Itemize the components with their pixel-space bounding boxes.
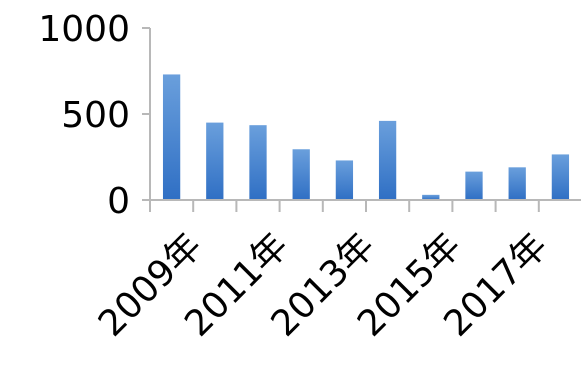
bar-2013年 — [335, 160, 354, 200]
bar-2018年 — [551, 154, 570, 200]
y-tick-label-0: 0 — [107, 181, 130, 222]
y-tick-label-500: 500 — [61, 95, 130, 136]
bar-2010年 — [206, 122, 224, 200]
bar-2016年 — [465, 171, 483, 200]
bar-2009年 — [162, 74, 181, 200]
bar-2012年 — [292, 149, 310, 200]
axes — [142, 27, 581, 212]
bar-2015年 — [422, 194, 440, 200]
bar-2017年 — [508, 167, 526, 200]
y-tick-label-1000: 1000 — [38, 9, 130, 50]
y-axis-tick-labels: 0 500 1000 — [38, 9, 130, 222]
bar-2011年 — [249, 125, 267, 200]
bars — [162, 74, 570, 200]
bar-2014年 — [378, 120, 397, 200]
